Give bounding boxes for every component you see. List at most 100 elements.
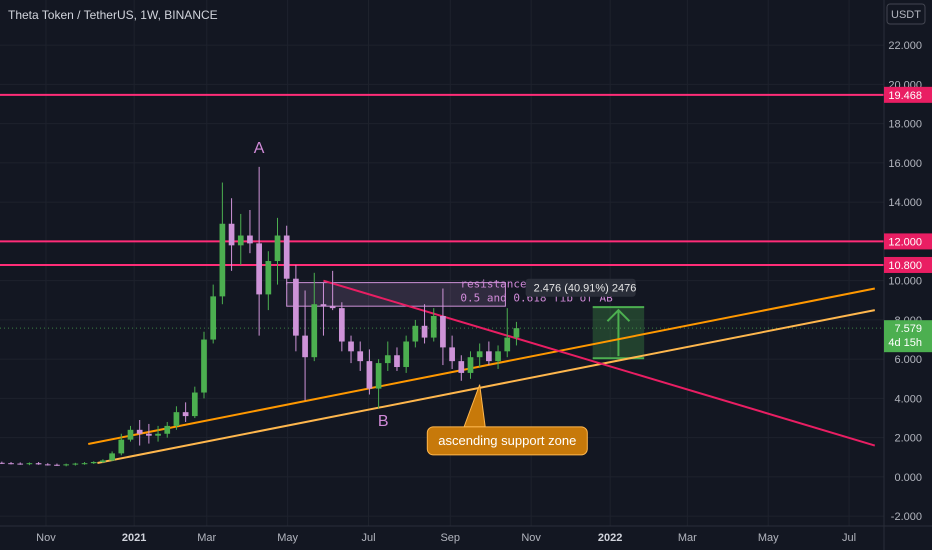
y-tick-label: 22.000 <box>888 40 922 52</box>
x-tick-label: Jul <box>842 532 856 544</box>
horizontal-levels[interactable] <box>0 93 884 329</box>
candle-body <box>81 463 88 465</box>
candle-body <box>247 235 253 244</box>
candle-body <box>44 464 51 466</box>
candle-body <box>164 425 171 434</box>
price-level-label: 12.000 <box>888 236 922 248</box>
candle-body <box>90 462 97 464</box>
candle-body <box>136 429 143 434</box>
candle-body <box>72 463 79 465</box>
candles <box>0 166 520 467</box>
currency-label: USDT <box>891 9 921 21</box>
current-price-badge <box>884 320 932 353</box>
chart-title: Theta Token / TetherUS, 1W, BINANCE <box>8 8 218 22</box>
price-level-badge <box>884 233 932 250</box>
time-axis-panel[interactable] <box>0 526 884 550</box>
candle-body <box>191 392 198 417</box>
x-tick-label: Mar <box>678 532 697 544</box>
price-badges: 19.468 12.000 10.800 7.579 4d 15h <box>884 86 932 353</box>
candle-body <box>201 339 207 393</box>
candle-body <box>384 355 391 364</box>
candle-body <box>146 433 152 436</box>
candle-body <box>173 412 180 426</box>
wave-a-label: A <box>254 140 265 157</box>
x-tick-label: May <box>277 532 298 544</box>
x-tick-label: Sep <box>440 532 460 544</box>
candle-body <box>283 235 290 279</box>
support-trendline-upper[interactable] <box>88 287 876 445</box>
y-tick-label: 6.000 <box>894 354 922 366</box>
candle-body <box>320 304 327 307</box>
candle-body <box>17 463 24 465</box>
candle-body <box>0 462 5 464</box>
candle-body <box>495 351 501 362</box>
resistance-trendline[interactable] <box>323 279 876 447</box>
x-tick-label: Jul <box>361 532 375 544</box>
y-tick-label: 14.000 <box>888 197 922 209</box>
candle-body <box>210 296 217 340</box>
candle-body <box>155 433 161 436</box>
candle-body <box>228 223 235 246</box>
candle-body <box>118 439 125 454</box>
resistance-zone-box[interactable] <box>286 282 506 307</box>
candle-body <box>8 463 14 465</box>
candle-body <box>237 235 244 246</box>
candle-body <box>182 412 189 417</box>
price-level-badge <box>884 86 932 103</box>
candle-body <box>504 337 511 352</box>
candle-body <box>458 361 465 373</box>
candle-body <box>100 460 106 463</box>
candle-body <box>430 315 437 338</box>
projection-arrow-head <box>606 308 631 322</box>
x-tick-label: Mar <box>197 532 216 544</box>
candle-body <box>311 304 318 358</box>
candle-body <box>35 463 42 465</box>
candle-body <box>256 243 262 295</box>
x-tick-label: Nov <box>521 532 541 544</box>
candle-body <box>403 341 410 368</box>
candle-body <box>54 464 60 466</box>
candle-body <box>366 361 373 389</box>
x-tick-label: 2022 <box>598 532 622 544</box>
wave-b-label: B <box>378 413 389 430</box>
zones <box>286 282 645 360</box>
y-tick-label: 16.000 <box>888 158 922 170</box>
candle-body <box>26 463 33 465</box>
currency-badge[interactable] <box>886 3 926 25</box>
candle-body <box>329 306 336 309</box>
y-tick-label: 4.000 <box>894 393 922 405</box>
candle-body <box>127 429 134 440</box>
x-tick-label: May <box>758 532 779 544</box>
candle-body <box>440 315 446 348</box>
candle-body <box>293 278 299 336</box>
support-callout-box[interactable] <box>426 426 588 456</box>
candle-body <box>486 351 492 362</box>
y-tick-label: -2.000 <box>891 511 922 523</box>
candle-body <box>219 223 226 297</box>
price-level-badge <box>884 256 932 273</box>
trendlines[interactable] <box>88 279 876 464</box>
y-tick-label: 18.000 <box>888 119 922 131</box>
candle-body <box>265 261 272 295</box>
candle-body <box>476 351 483 358</box>
candle-body <box>109 453 115 461</box>
current-price-label: 7.579 <box>894 323 922 335</box>
candle-body <box>449 347 455 362</box>
candle-body <box>467 357 474 373</box>
candle-countdown-label: 4d 15h <box>888 337 922 349</box>
support-callout-text: ascending support zone <box>438 433 576 448</box>
measure-text: 2.476 (40.91%) 2476 <box>534 283 637 295</box>
support-trendline-lower[interactable] <box>97 309 876 464</box>
candle-body <box>394 355 400 368</box>
y-tick-label: 10.000 <box>888 276 922 288</box>
candle-body <box>338 308 345 342</box>
x-tick-label: 2021 <box>122 532 146 544</box>
measure-box <box>525 278 636 297</box>
candle-body <box>357 351 364 362</box>
candle-body <box>302 335 308 358</box>
candle-body <box>274 235 281 262</box>
candle-body <box>63 464 70 466</box>
y-tick-label: 2.000 <box>894 433 922 445</box>
